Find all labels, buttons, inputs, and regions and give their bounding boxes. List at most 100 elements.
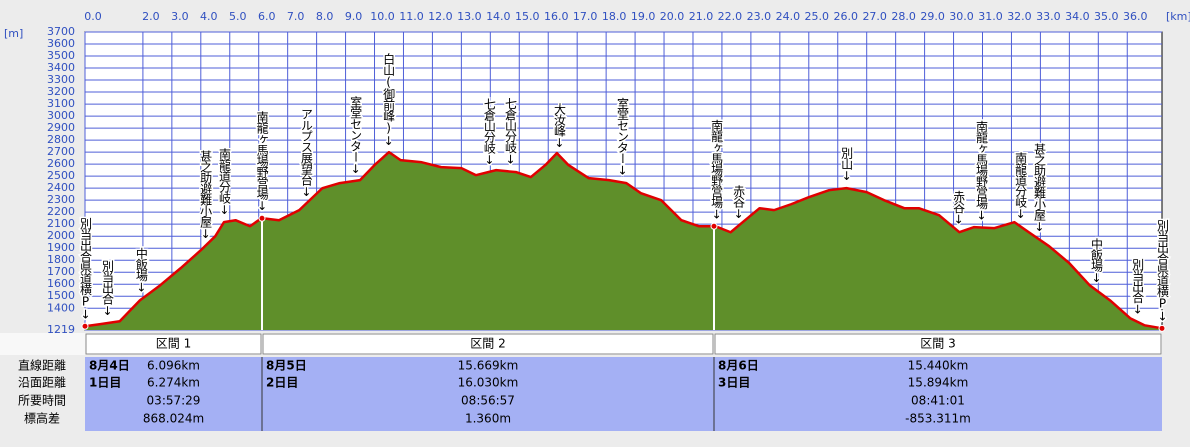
x-tick-label: 23.0 <box>747 10 772 23</box>
section-value: 15.669km <box>458 359 519 373</box>
y-tick-label: 3500 <box>47 49 75 62</box>
y-tick-label: 3200 <box>47 85 75 98</box>
x-tick-label: 0.0 <box>84 10 102 23</box>
annotation: 南龍ヶ馬場野営場↓ <box>255 110 269 212</box>
x-tick-label: 25.0 <box>805 10 830 23</box>
y-tick-label: 3700 <box>47 25 75 38</box>
section-value: 15.894km <box>908 376 969 390</box>
y-tick-label: 2700 <box>47 145 75 158</box>
y-tick-label: 3600 <box>47 37 75 50</box>
line <box>84 150 1163 330</box>
x-tick-label: 2.0 <box>142 10 160 23</box>
annotation: 別当出合↓ <box>101 260 115 317</box>
section-date: 8月5日 <box>266 359 307 373</box>
section-day: 3日目 <box>718 376 750 390</box>
y-tick-label: 1219 <box>47 323 75 336</box>
y-tick-label: 1700 <box>47 265 75 278</box>
y-tick-label: 3000 <box>47 109 75 122</box>
y-tick-label: 2100 <box>47 217 75 230</box>
x-tick-label: 3.0 <box>171 10 189 23</box>
section-value: 868.024m <box>143 412 204 426</box>
section-header <box>262 333 714 355</box>
annotation: 別当出合県道横P↓ <box>1156 219 1170 322</box>
y-tick-label: 3100 <box>47 97 75 110</box>
waypoint-marker <box>1158 324 1166 332</box>
section-name: 区間 3 <box>920 337 955 351</box>
x-tick-label: 28.0 <box>891 10 916 23</box>
y-tick-label: 1500 <box>47 289 75 302</box>
y-tick-label: 2600 <box>47 157 75 170</box>
annotation: 南龍道分岐↓ <box>1014 151 1028 220</box>
profile <box>81 150 1166 332</box>
y-tick-label: 2400 <box>47 181 75 194</box>
x-tick-label: 19.0 <box>631 10 656 23</box>
annotation: 中飯場↓ <box>134 246 148 293</box>
section-value: -853.311m <box>905 412 971 426</box>
section-value: 08:41:01 <box>911 394 965 408</box>
annotation: 甚之助避難小屋↓ <box>199 150 213 240</box>
x-tick-label: 15.0 <box>515 10 540 23</box>
x-tick-label: 29.0 <box>920 10 945 23</box>
x-tick-label: 20.0 <box>660 10 685 23</box>
x-tick-label: 31.0 <box>978 10 1003 23</box>
area <box>85 152 1162 330</box>
annotation: 大汝峰↓ <box>552 103 566 149</box>
section-name: 区間 2 <box>470 337 505 351</box>
row-label: 直線距離 <box>18 358 66 373</box>
row-label: 標高差 <box>24 411 60 426</box>
y-tick-label: 2000 <box>47 229 75 242</box>
row-label: 所要時間 <box>18 394 66 408</box>
annotation: アルプス展望台↓ <box>299 108 313 198</box>
y-tick-label: 1400 <box>47 301 75 314</box>
annotation: 室堂センター↓ <box>349 94 363 174</box>
x-axis-label: [km] <box>1166 10 1190 23</box>
x-tick-label: 11.0 <box>399 10 424 23</box>
x-tick-label: 21.0 <box>689 10 714 23</box>
annotations: 別当出合県道横P↓ 別当出合↓ 中飯場↓ 甚之助避難小屋↓ 南龍道分岐↓ 南龍ヶ馬場野営場… <box>77 50 1171 324</box>
annotation: 七倉山分岐↓ <box>504 97 518 165</box>
y-tick-label: 2900 <box>47 121 75 134</box>
annotation: 七倉山分岐↓ <box>482 97 496 165</box>
annotation: 南龍道分岐↓ <box>217 147 231 216</box>
section-value: 1.360m <box>465 412 511 426</box>
section-date: 8月4日 <box>89 359 130 373</box>
x-tick-label: 14.0 <box>486 10 511 23</box>
annotation: 南龍ヶ馬場野営場↓ <box>975 119 989 221</box>
y-tick-label: 3300 <box>47 73 75 86</box>
x-tick-label: 10.0 <box>370 10 395 23</box>
annotation: 中飯場↓ <box>1089 236 1103 283</box>
row-label: 沿面距離 <box>18 376 66 390</box>
x-tick-label: 7.0 <box>287 10 305 23</box>
x-tick-label: 36.0 <box>1123 10 1148 23</box>
x-tick-label: 8.0 <box>316 10 334 23</box>
x-tick-label: 13.0 <box>457 10 482 23</box>
x-tick-label: 27.0 <box>862 10 887 23</box>
x-tick-label: 24.0 <box>776 10 801 23</box>
x-tick-label: 32.0 <box>1007 10 1032 23</box>
section-day: 2日目 <box>266 376 298 390</box>
y-tick-label: 3400 <box>47 61 75 74</box>
waypoint-marker <box>81 322 89 330</box>
annotation: 別当出合↓ <box>1131 258 1145 315</box>
section-day: 1日目 <box>89 376 121 390</box>
x-tick-label: 4.0 <box>200 10 218 23</box>
y-tick-label: 1800 <box>47 253 75 266</box>
section-header <box>85 333 262 355</box>
annotation: 甚之助避難小屋↓ <box>1032 143 1046 233</box>
table-body <box>85 357 1162 431</box>
annotation: 赤谷↓ <box>732 185 746 220</box>
y-tick-label: 2200 <box>47 205 75 218</box>
section-date: 8月6日 <box>718 359 759 373</box>
y-tick-label: 2800 <box>47 133 75 146</box>
x-tick-label: 35.0 <box>1094 10 1119 23</box>
y-axis-label: [m] <box>4 27 23 40</box>
x-tick-label: 18.0 <box>602 10 627 23</box>
x-tick-label: 26.0 <box>833 10 858 23</box>
annotation: 赤谷↓ <box>952 190 966 225</box>
section-value: 6.274km <box>147 376 200 390</box>
section-name: 区間 1 <box>156 337 191 351</box>
x-tick-label: 17.0 <box>573 10 598 23</box>
y-tick-label: 1900 <box>47 241 75 254</box>
